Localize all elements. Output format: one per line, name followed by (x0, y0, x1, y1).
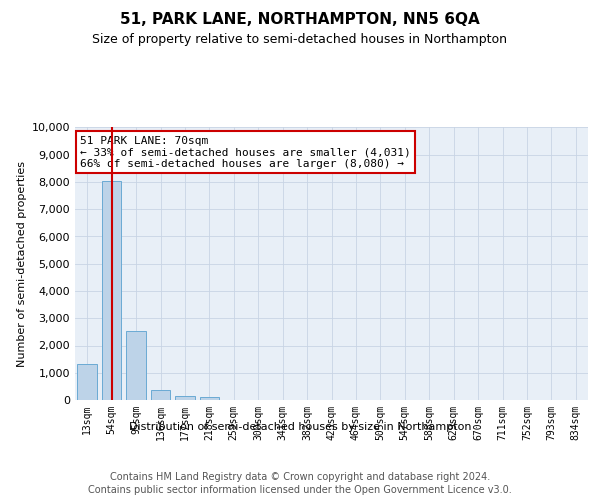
Bar (102, 180, 121, 400)
Bar (200, 397, 219, 400)
Bar (127, 332, 146, 400)
Y-axis label: Number of semi-detached properties: Number of semi-detached properties (17, 161, 28, 366)
Text: 51, PARK LANE, NORTHAMPTON, NN5 6QA: 51, PARK LANE, NORTHAMPTON, NN5 6QA (120, 12, 480, 28)
Text: Contains public sector information licensed under the Open Government Licence v3: Contains public sector information licen… (88, 485, 512, 495)
Bar (175, 396, 194, 400)
Text: Contains HM Land Registry data © Crown copyright and database right 2024.: Contains HM Land Registry data © Crown c… (110, 472, 490, 482)
Bar (77, 364, 97, 400)
Bar (151, 390, 170, 400)
Text: 51 PARK LANE: 70sqm
← 33% of semi-detached houses are smaller (4,031)
66% of sem: 51 PARK LANE: 70sqm ← 33% of semi-detach… (80, 136, 411, 169)
Text: Size of property relative to semi-detached houses in Northampton: Size of property relative to semi-detach… (92, 32, 508, 46)
Text: Distribution of semi-detached houses by size in Northampton: Distribution of semi-detached houses by … (129, 422, 471, 432)
